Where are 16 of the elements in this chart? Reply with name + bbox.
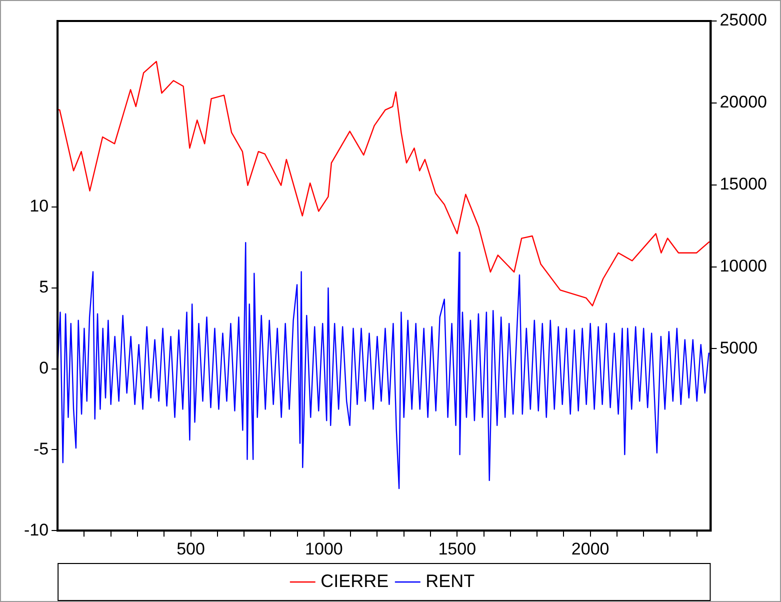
x-tick-label: 2000: [571, 539, 610, 558]
y-tick-label: 0: [39, 358, 49, 378]
y-tick-label: 10: [30, 196, 49, 216]
x-tick-label: 1000: [305, 539, 343, 558]
y2-tick-label: 15000: [720, 174, 768, 194]
x-tick-label: 1500: [438, 539, 476, 558]
x-tick-label: 500: [176, 539, 205, 558]
y2-tick-label: 25000: [720, 10, 768, 30]
y-tick-label: -10: [24, 520, 49, 540]
y2-tick-label: 10000: [720, 256, 768, 276]
y2-tick-label: 20000: [720, 92, 768, 112]
y-tick-label: -5: [33, 439, 49, 458]
y2-tick-label: 5000: [720, 338, 758, 358]
legend-label: RENT: [426, 570, 475, 591]
y-tick-label: 5: [39, 278, 49, 297]
legend-label: CIERRE: [320, 570, 389, 591]
